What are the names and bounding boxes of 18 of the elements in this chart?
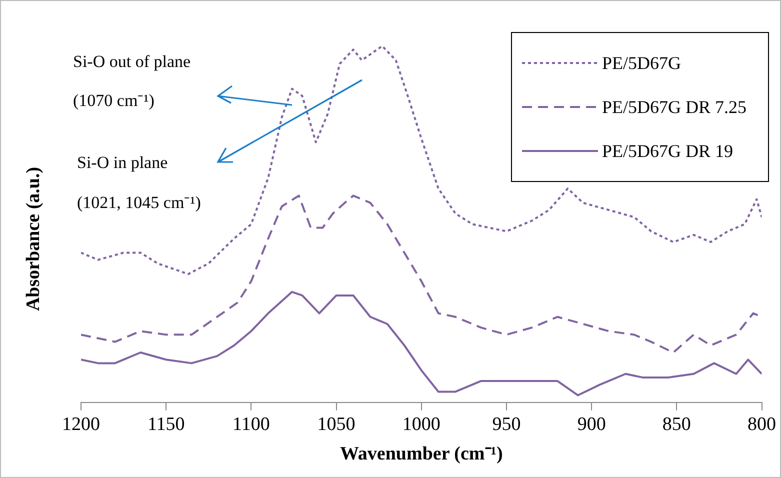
x-tick-label: 1050 — [317, 414, 356, 435]
y-axis-title: Absorbance (a.u.) — [23, 166, 45, 314]
x-tick-label: 900 — [577, 414, 606, 435]
x-tick-label: 800 — [748, 414, 776, 435]
x-tick-label: 1000 — [402, 414, 440, 435]
annotation: Si-O out of plane — [73, 52, 191, 72]
legend-label: PE/5D67G DR 7.25 — [602, 96, 747, 118]
legend-label: PE/5D67G — [602, 52, 682, 74]
x-tick-label: 950 — [492, 414, 521, 435]
x-tick-label: 1150 — [147, 414, 185, 435]
x-axis-title: Wavenumber (cm⁻¹) — [340, 444, 503, 465]
x-tick-label: 850 — [662, 414, 691, 435]
annotation: (1070 cm⁻¹) — [73, 90, 154, 111]
annotation: (1021, 1045 cm⁻¹) — [77, 192, 201, 213]
legend-label: PE/5D67G DR 19 — [602, 140, 734, 162]
x-tick-label: 1100 — [232, 414, 270, 435]
annotation: Si-O in plane — [77, 153, 168, 173]
x-tick-label: 1200 — [62, 414, 100, 435]
